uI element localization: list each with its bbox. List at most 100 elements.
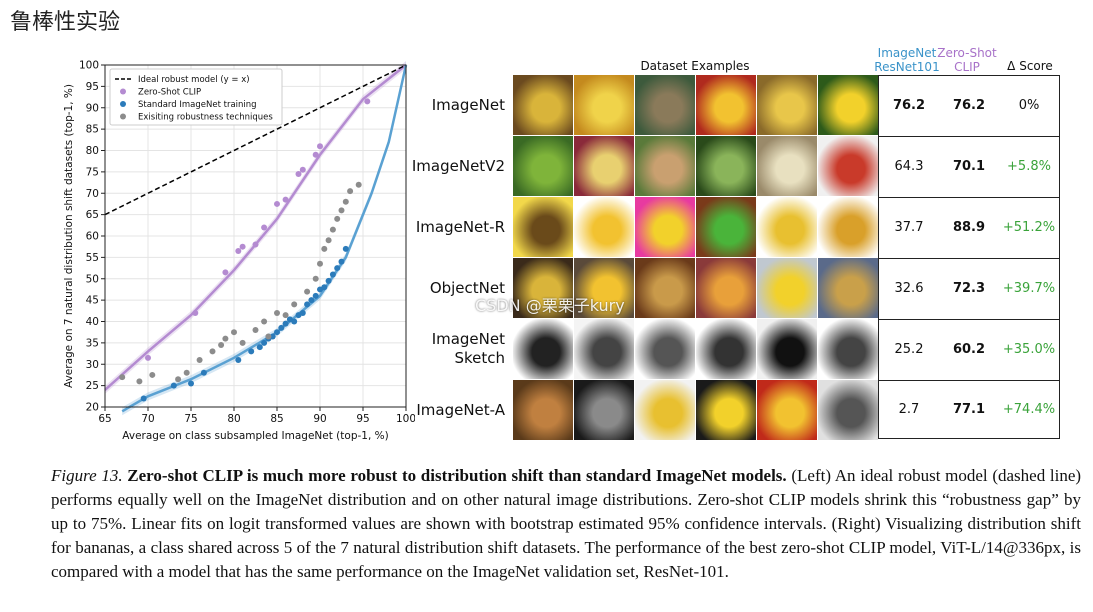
score-delta-imagenet-a: +74.4% (1002, 402, 1056, 417)
example-image (696, 75, 756, 135)
data-point (222, 269, 229, 276)
legend-label: Zero-Shot CLIP (138, 88, 201, 98)
score-resnet-objectnet: 32.6 (894, 281, 924, 296)
data-point (188, 380, 194, 387)
example-image (635, 258, 695, 318)
x-tick-label: 70 (141, 413, 154, 425)
page-title: 鲁棒性实验 (10, 10, 121, 35)
data-point (265, 333, 272, 340)
example-image (696, 319, 756, 379)
example-image (757, 136, 817, 196)
example-image (513, 75, 573, 135)
data-point (261, 339, 268, 346)
csdn-watermark: CSDN @栗栗子kury (475, 296, 625, 315)
y-axis-label: Average on 7 natural distribution shift … (63, 84, 75, 388)
data-point (325, 237, 332, 244)
example-image (635, 75, 695, 135)
data-point (291, 301, 298, 308)
example-image (513, 380, 573, 440)
figure-caption: Figure 13. Zero-shot CLIP is much more r… (51, 464, 1081, 584)
data-point (355, 181, 362, 188)
row-label-objectnet: ObjectNet (429, 279, 505, 297)
example-image (574, 380, 634, 440)
caption-body: (Left) An ideal robust model (dashed lin… (51, 466, 1082, 581)
data-point (325, 277, 332, 284)
example-image (757, 197, 817, 257)
y-tick-label: 100 (79, 60, 99, 72)
ideal-robust-line (104, 64, 407, 216)
data-point (321, 284, 328, 291)
data-point (170, 382, 177, 389)
data-point (295, 171, 302, 178)
row-divider (879, 319, 1059, 320)
example-image (574, 258, 634, 318)
data-point (304, 301, 311, 308)
score-delta-imagenet-sketch: +35.0% (1002, 342, 1056, 357)
data-point (312, 151, 319, 158)
example-image (574, 75, 634, 135)
header-clip-line2: CLIP (954, 60, 980, 74)
example-image (635, 319, 695, 379)
data-point (317, 143, 323, 150)
score-clip-objectnet: 72.3 (952, 281, 986, 296)
y-tick-label: 70 (86, 188, 99, 200)
score-table: 76.2 76.2 0% 64.3 70.1 +5.8% 37.7 88.9 +… (878, 75, 1060, 439)
row-label-imagenet-a: ImageNet-A (416, 401, 505, 419)
data-point (282, 196, 289, 203)
score-delta-imagenet-r: +51.2% (1002, 220, 1056, 235)
data-point (317, 260, 323, 267)
data-point (299, 166, 306, 173)
data-point (347, 188, 354, 195)
data-point (196, 356, 203, 363)
data-point (175, 376, 182, 383)
y-tick-label: 35 (86, 337, 99, 349)
score-clip-imagenet-sketch: 60.2 (952, 342, 986, 357)
data-point (274, 329, 280, 336)
data-point (261, 318, 268, 325)
data-point (239, 339, 246, 346)
row-label-imagenet-r: ImageNet-R (415, 218, 505, 236)
example-image (696, 380, 756, 440)
data-point (342, 245, 349, 252)
example-image (818, 136, 878, 196)
y-tick-label: 80 (86, 145, 99, 157)
data-point (334, 265, 341, 272)
example-image (818, 75, 878, 135)
x-tick-label: 95 (356, 413, 369, 425)
row-label-sketch-line1: ImageNet (431, 330, 505, 348)
confidence-band (105, 61, 406, 394)
score-clip-imagenet: 76.2 (952, 98, 986, 113)
score-clip-imagenet-r: 88.9 (952, 220, 986, 235)
x-tick-label: 90 (313, 413, 326, 425)
data-point (235, 356, 242, 363)
data-point (364, 98, 371, 105)
data-point (200, 369, 207, 376)
header-resnet101: ImageNet ResNet101 (872, 46, 942, 74)
data-point (252, 327, 259, 334)
legend-label: Ideal robust model (y = x) (138, 75, 250, 85)
y-tick-label: 30 (86, 359, 99, 371)
data-point (136, 378, 143, 385)
data-point (308, 297, 315, 304)
example-image (574, 319, 634, 379)
data-point (248, 348, 255, 355)
legend-swatch-dot (120, 101, 126, 107)
example-image (818, 380, 878, 440)
data-point (334, 215, 341, 222)
x-tick-label: 85 (270, 413, 283, 425)
header-clip-line1: Zero-Shot (937, 46, 997, 60)
row-label-sketch-line2: Sketch (454, 349, 505, 367)
data-point (209, 348, 216, 355)
example-image (635, 136, 695, 196)
y-tick-label: 95 (86, 81, 99, 93)
row-divider (879, 197, 1059, 198)
data-point (329, 271, 336, 278)
data-point (321, 245, 328, 252)
data-point (252, 241, 259, 248)
data-point (231, 329, 237, 336)
y-tick-label: 65 (86, 209, 99, 221)
example-image (696, 197, 756, 257)
data-point (338, 258, 345, 265)
legend-swatch-dot (120, 113, 126, 120)
example-image (635, 197, 695, 257)
